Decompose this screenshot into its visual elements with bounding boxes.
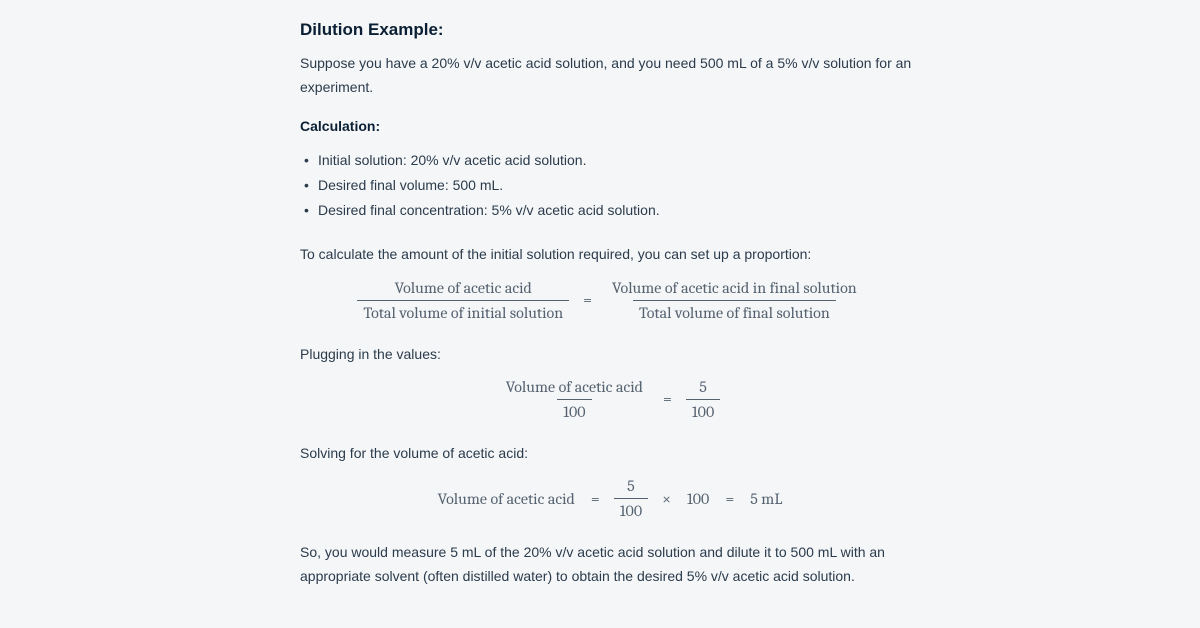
denominator: 100 <box>686 399 720 422</box>
list-item: Desired final volume: 500 mL. <box>304 173 920 198</box>
fraction-left: Volume of acetic acid Total volume of in… <box>357 278 569 323</box>
numerator: 5 <box>621 476 641 498</box>
denominator: 100 <box>557 399 591 422</box>
times-sign: × <box>660 490 673 508</box>
fraction-right: 5 100 <box>686 377 720 422</box>
step-text: Plugging in the values: <box>300 343 920 365</box>
equals-sign: = <box>589 490 602 508</box>
fraction: 5 100 <box>614 476 648 521</box>
proportion-formula: Volume of acetic acid Total volume of in… <box>300 278 920 323</box>
fraction-right: Volume of acetic acid in final solution … <box>606 278 863 323</box>
denominator: Total volume of final solution <box>633 300 836 323</box>
list-item: Desired final concentration: 5% v/v acet… <box>304 198 920 223</box>
multiplier: 100 <box>685 490 711 508</box>
conclusion-paragraph: So, you would measure 5 mL of the 20% v/… <box>300 541 920 589</box>
fraction-left: Volume of acetic acid 100 <box>500 377 649 422</box>
denominator: 100 <box>614 498 648 521</box>
denominator: Total volume of initial solution <box>357 300 569 323</box>
content-column: Dilution Example: Suppose you have a 20%… <box>300 20 920 589</box>
equals-sign: = <box>723 490 736 508</box>
equals-sign: = <box>661 390 674 408</box>
given-values-list: Initial solution: 20% v/v acetic acid so… <box>300 148 920 224</box>
numerator: Volume of acetic acid <box>389 278 538 300</box>
calculation-label: Calculation: <box>300 118 920 134</box>
equals-sign: = <box>581 291 594 309</box>
numerator: 5 <box>693 377 713 399</box>
substituted-formula: Volume of acetic acid 100 = 5 100 <box>300 377 920 422</box>
page-container: Dilution Example: Suppose you have a 20%… <box>0 0 1200 628</box>
section-title: Dilution Example: <box>300 20 920 40</box>
numerator: Volume of acetic acid <box>500 377 649 399</box>
step-text: Solving for the volume of acetic acid: <box>300 442 920 464</box>
result-value: 5 mL <box>748 490 784 508</box>
intro-paragraph: Suppose you have a 20% v/v acetic acid s… <box>300 52 920 100</box>
step-text: To calculate the amount of the initial s… <box>300 243 920 265</box>
list-item: Initial solution: 20% v/v acetic acid so… <box>304 148 920 173</box>
solved-formula: Volume of acetic acid = 5 100 × 100 = 5 … <box>300 476 920 521</box>
numerator: Volume of acetic acid in final solution <box>606 278 863 300</box>
lhs-label: Volume of acetic acid <box>436 490 577 508</box>
